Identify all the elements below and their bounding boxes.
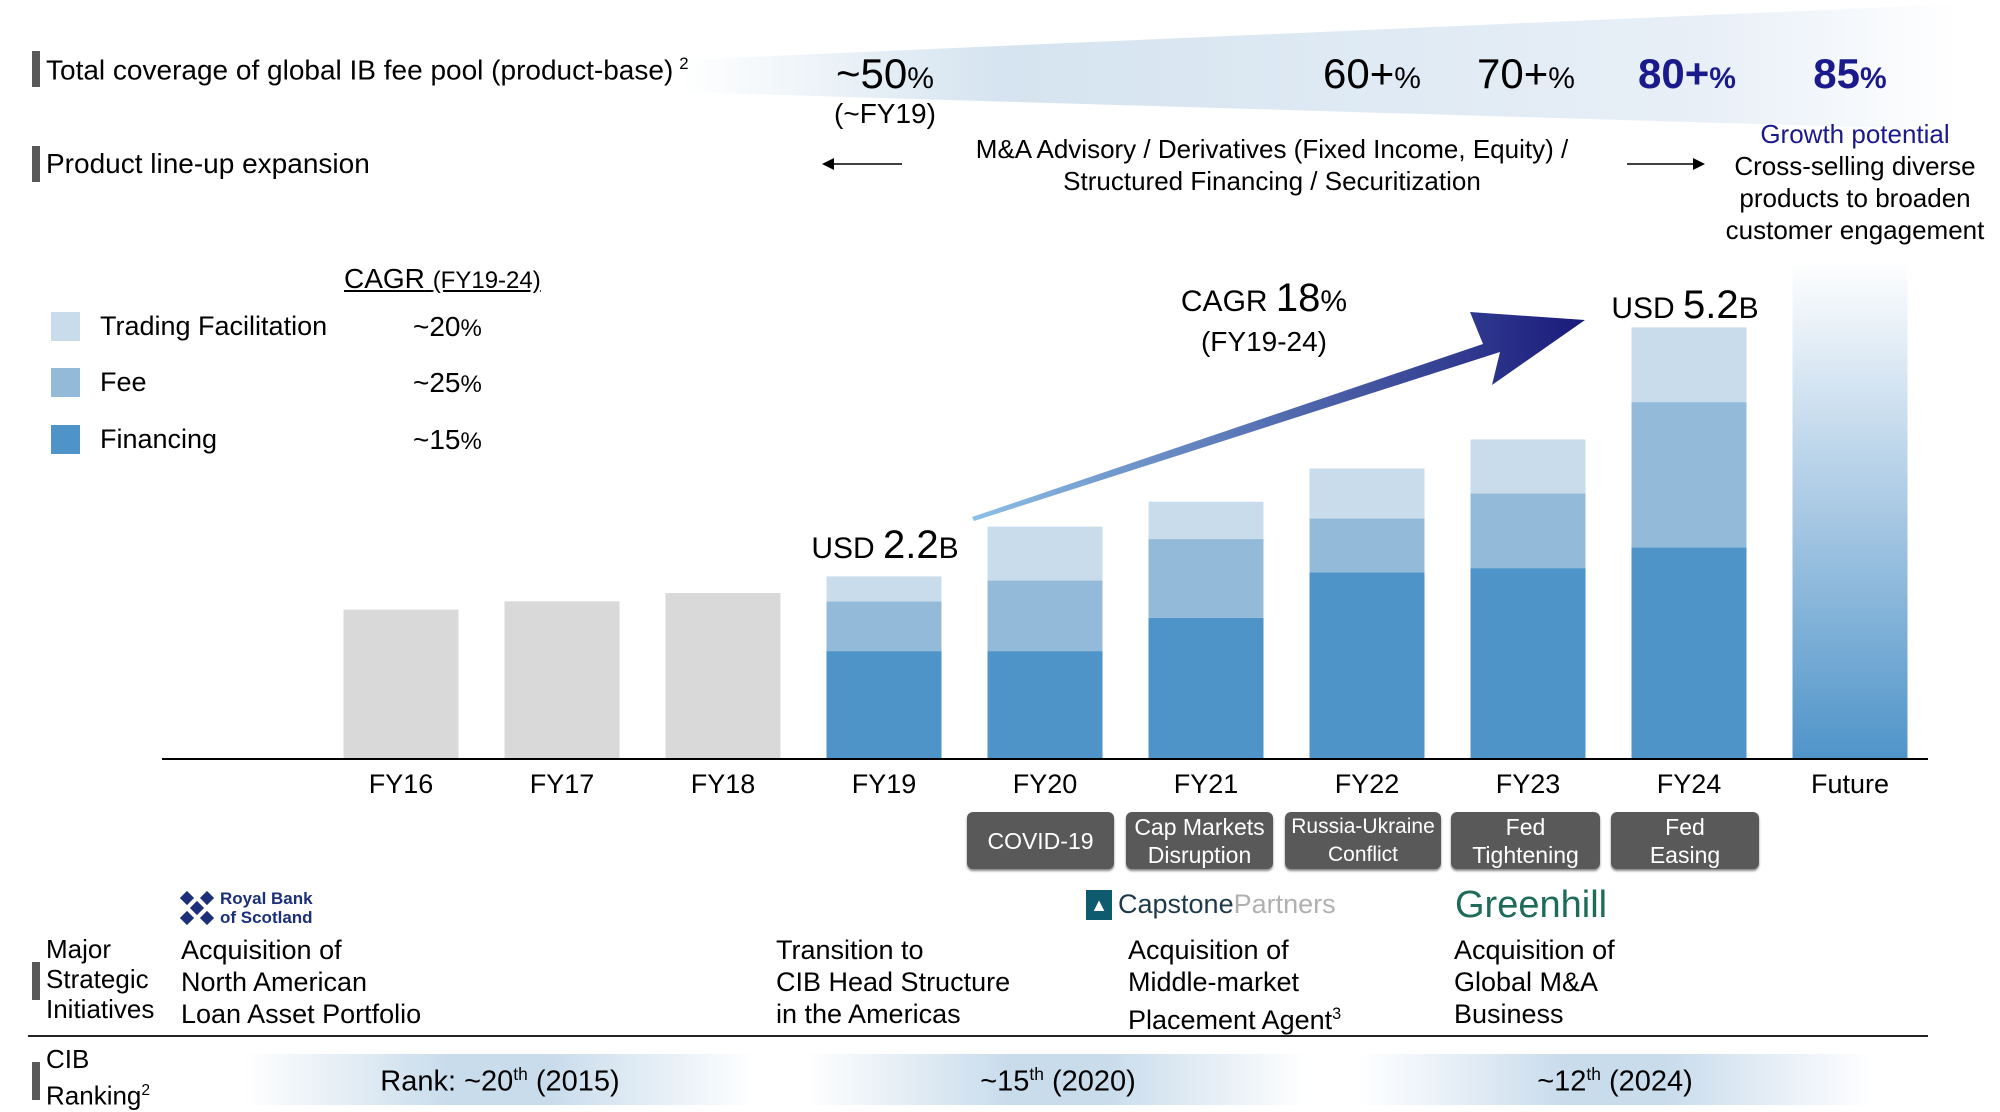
coverage-wedge	[680, 4, 1960, 130]
bar-fy20-fee	[987, 580, 1103, 652]
bar-fy22-financing	[1309, 572, 1425, 759]
bar-fy16	[343, 609, 459, 759]
legend-swatch-financing	[51, 425, 80, 454]
section-marker	[32, 146, 40, 182]
ranking-2024: ~12th (2024)	[1537, 1064, 1693, 1098]
capstone-logo: ▲ CapstonePartners	[1086, 889, 1336, 920]
x-tick-label: FY16	[369, 769, 434, 799]
legend-cagr: ~20%	[413, 311, 482, 342]
bar-fy23-fee	[1470, 493, 1586, 569]
divider	[28, 1035, 1928, 1037]
initiative-cib-structure: Transition to CIB Head Structure in the Am…	[776, 935, 1011, 1029]
bar-fy23-financing	[1470, 568, 1586, 759]
bar-fy24-trading-facilitation	[1631, 327, 1747, 403]
x-tick-label: FY21	[1174, 769, 1239, 799]
bar-fy19-fee	[826, 601, 942, 652]
coverage-value-fy19: ~50%	[836, 50, 934, 97]
ranking-2015: Rank: ~20th (2015)	[380, 1064, 620, 1098]
legend-swatch-fee	[51, 368, 80, 397]
legend-label: Financing	[100, 424, 218, 454]
ranking-band	[1359, 1054, 1872, 1105]
bar-fy22-trading-facilitation	[1309, 468, 1425, 519]
bar-fy19-trading-facilitation	[826, 576, 942, 602]
capstone-logo-icon: ▲	[1086, 889, 1112, 920]
left-arrow-icon	[822, 158, 902, 170]
bar-fy22-fee	[1309, 518, 1425, 573]
ranking-2020: ~15th (2020)	[980, 1064, 1136, 1098]
bar-fy21-financing	[1148, 617, 1264, 759]
event-fed-easing: Fed Easing	[1611, 812, 1759, 869]
fy24-total-label: USD 5.2B	[1611, 283, 1759, 327]
legend-cagr: ~15%	[413, 424, 482, 455]
cagr-arrow-icon	[972, 312, 1585, 521]
bar-fy23-trading-facilitation	[1470, 439, 1586, 494]
product-label: Product line-up expansion	[46, 148, 370, 179]
bar-fy24-fee	[1631, 402, 1747, 548]
revenue-bar-chart: FY16 FY17 FY18 FY19 FY20 FY21 FY22 FY23 FY24 Futu…	[162, 261, 1928, 799]
fy19-total-label: USD 2.2B	[811, 523, 959, 567]
bar-fy21-trading-facilitation	[1148, 501, 1264, 540]
initiative-capstone: Acquisition of Middle-market Placement Age…	[1128, 935, 1342, 1035]
cagr-label: CAGR 18% (FY19-24)	[1180, 276, 1348, 357]
ranking-band	[805, 1054, 1308, 1105]
event-russia-ukraine: Russia-Ukraine Conflict	[1285, 812, 1441, 869]
x-tick-label: FY24	[1657, 769, 1722, 799]
x-tick-label: FY19	[852, 769, 917, 799]
bar-fy20-trading-facilitation	[987, 526, 1103, 581]
right-arrow-icon	[1627, 158, 1705, 170]
rbs-logo: Royal Bank of Scotland	[180, 889, 315, 927]
bar-future	[1792, 261, 1908, 759]
bar-fy24-financing	[1631, 547, 1747, 759]
coverage-value-3: 70+%	[1477, 50, 1575, 97]
x-tick-label: FY18	[691, 769, 756, 799]
legend-cagr: ~25%	[413, 367, 482, 398]
initiative-rbs: Acquisition of North American Loan Asset P…	[181, 935, 422, 1029]
x-tick-label: Future	[1811, 769, 1889, 799]
ranking-label: CIB Ranking2	[46, 1044, 151, 1111]
ranking-band	[244, 1054, 756, 1105]
bar-fy20-financing	[987, 651, 1103, 759]
bar-fy19-financing	[826, 651, 942, 759]
product-list: M&A Advisory / Derivatives (Fixed Income…	[975, 134, 1569, 196]
coverage-value-2: 60+%	[1323, 50, 1421, 97]
x-tick-label: FY20	[1013, 769, 1078, 799]
legend-label: Fee	[100, 367, 147, 397]
bar-fy17	[504, 601, 620, 759]
initiative-greenhill: Acquisition of Global M&A Business	[1454, 935, 1615, 1029]
coverage-fy19-sub: (~FY19)	[834, 98, 936, 129]
section-marker	[32, 962, 40, 1000]
section-marker	[32, 51, 40, 87]
coverage-label: Total coverage of global IB fee pool (pr…	[46, 54, 689, 86]
greenhill-logo: Greenhill	[1455, 884, 1608, 926]
rbs-logo-icon	[180, 891, 214, 925]
bar-fy21-fee	[1148, 539, 1264, 618]
event-cap-markets: Cap Markets Disruption	[1126, 812, 1273, 869]
x-tick-label: FY22	[1335, 769, 1400, 799]
coverage-value-4: 80+%	[1638, 50, 1736, 97]
legend-label: Trading Facilitation	[100, 311, 328, 341]
legend-title: CAGR (FY19-24)	[344, 263, 541, 294]
growth-potential: Growth potential Cross-selling diverse p…	[1725, 119, 1985, 245]
initiatives-label: Major Strategic Initiatives	[46, 934, 155, 1024]
x-tick-label: FY17	[530, 769, 595, 799]
coverage-value-5: 85%	[1813, 50, 1887, 97]
event-covid: COVID-19	[967, 812, 1114, 869]
x-tick-label: FY23	[1496, 769, 1561, 799]
legend-swatch-trading	[51, 312, 80, 341]
event-fed-tightening: Fed Tightening	[1451, 812, 1600, 869]
bar-fy18	[665, 593, 781, 759]
section-marker	[32, 1062, 40, 1100]
